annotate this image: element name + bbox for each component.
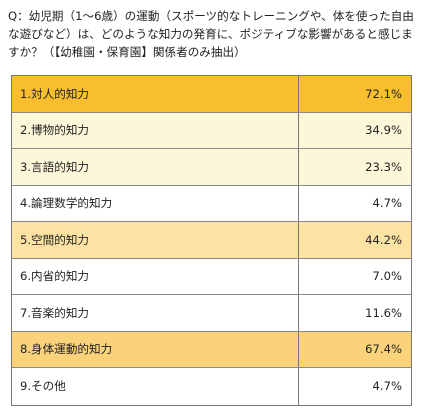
table-row: 2.博物的知力 34.9% — [12, 112, 411, 149]
question-text: Q：幼児期（1～6歳）の運動（スポーツ的なトレーニングや、体を使った自由な遊びな… — [8, 9, 414, 59]
table-row: 3.言語的知力 23.3% — [12, 149, 411, 186]
table-row: 6.内省的知力 7.0% — [12, 258, 411, 295]
table-row: 4.論理数学的知力 4.7% — [12, 185, 411, 222]
row-value: 67.4% — [365, 342, 402, 357]
row-value: 4.7% — [372, 379, 402, 394]
row-label: 3.言語的知力 — [12, 149, 299, 185]
row-value: 7.0% — [372, 269, 402, 284]
row-label: 7.音楽的知力 — [12, 295, 299, 331]
row-label: 4.論理数学的知力 — [12, 185, 299, 221]
table-row: 9.その他 4.7% — [12, 368, 411, 405]
table-row: 1.対人的知力 72.1% — [12, 76, 411, 113]
table-row: 5.空間的知力 44.2% — [12, 222, 411, 259]
row-value: 11.6% — [365, 305, 402, 320]
table-row: 8.身体運動的知力 67.4% — [12, 331, 411, 368]
results-table: 1.対人的知力 72.1% 2.博物的知力 34.9% 3.言語的知力 23.3… — [11, 75, 412, 406]
row-value: 44.2% — [365, 232, 402, 247]
row-label: 2.博物的知力 — [12, 112, 299, 148]
row-value: 23.3% — [365, 159, 402, 174]
row-value: 72.1% — [365, 86, 402, 101]
row-value: 34.9% — [365, 123, 402, 138]
row-label: 5.空間的知力 — [12, 222, 299, 258]
row-label: 8.身体運動的知力 — [12, 331, 299, 367]
row-label: 1.対人的知力 — [12, 76, 299, 112]
row-label: 6.内省的知力 — [12, 258, 299, 294]
table-row: 7.音楽的知力 11.6% — [12, 295, 411, 332]
row-value: 4.7% — [372, 196, 402, 211]
row-label: 9.その他 — [12, 368, 299, 405]
